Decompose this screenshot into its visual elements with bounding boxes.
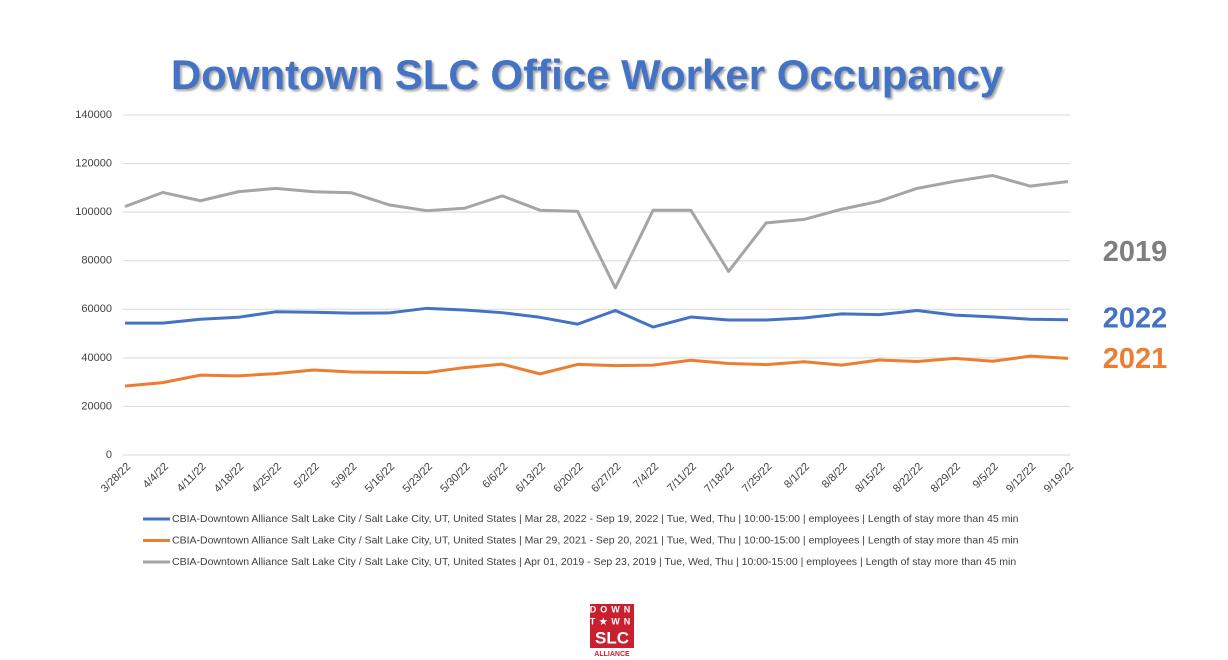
- x-tick-label: 5/9/22: [329, 461, 359, 491]
- y-tick-label: 0: [106, 449, 112, 461]
- x-tick-label: 9/12/22: [1004, 461, 1038, 495]
- logo-name: SLC: [595, 628, 629, 647]
- logo-row: DOWN: [590, 604, 635, 614]
- logo-tagline: ALLIANCE: [594, 651, 630, 658]
- x-tick-label: 5/16/22: [363, 461, 397, 495]
- y-tick-label: 60000: [81, 303, 112, 315]
- x-tick-label: 6/27/22: [589, 461, 623, 495]
- logo-row: T★WN: [590, 616, 635, 626]
- logo-box: [590, 604, 634, 648]
- y-tick-label: 140000: [75, 109, 112, 121]
- x-tick-label: 8/1/22: [782, 461, 812, 491]
- y-tick-label: 100000: [75, 206, 112, 218]
- logo: DOWN T★WN SLC ALLIANCE: [590, 604, 635, 658]
- x-tick-label: 6/6/22: [480, 461, 510, 491]
- x-tick-label: 8/22/22: [891, 461, 925, 495]
- x-tick-label: 9/5/22: [971, 461, 1001, 491]
- series-end-label: 2019: [1103, 236, 1168, 268]
- x-tick-label: 7/25/22: [740, 461, 774, 495]
- y-tick-label: 20000: [81, 400, 112, 412]
- x-tick-label: 8/8/22: [820, 461, 850, 491]
- x-tick-label: 7/11/22: [665, 461, 699, 495]
- series-end-label: 2021: [1103, 343, 1168, 375]
- x-tick-label: 6/13/22: [514, 461, 548, 495]
- x-tick-label: 8/15/22: [853, 461, 887, 495]
- legend-label: CBIA-Downtown Alliance Salt Lake City / …: [172, 534, 1019, 546]
- series-line: [124, 354, 1069, 388]
- x-tick-label: 4/11/22: [175, 461, 209, 495]
- series-line: [124, 173, 1069, 290]
- x-tick-label: 5/2/22: [292, 461, 322, 491]
- x-tick-label: 7/4/22: [631, 461, 661, 491]
- series-line: [125, 306, 1069, 329]
- x-tick-label: 5/23/22: [400, 461, 434, 495]
- x-tick-label: 5/30/22: [438, 461, 472, 495]
- x-tick-label: 4/4/22: [141, 461, 171, 491]
- y-tick-label: 40000: [81, 352, 112, 364]
- legend-label: CBIA-Downtown Alliance Salt Lake City / …: [172, 513, 1019, 525]
- x-tick-label: 6/20/22: [551, 461, 585, 495]
- x-tick-label: 8/29/22: [929, 461, 963, 495]
- x-tick-label: 3/28/22: [99, 461, 133, 495]
- x-tick-label: 4/25/22: [250, 461, 284, 495]
- x-tick-label: 9/19/22: [1042, 461, 1076, 495]
- chart-title: Downtown SLC Office Worker Occupancy: [171, 51, 1004, 98]
- y-tick-label: 120000: [75, 157, 112, 169]
- legend-label: CBIA-Downtown Alliance Salt Lake City / …: [172, 556, 1016, 568]
- x-tick-label: 4/18/22: [212, 461, 246, 495]
- series-end-label: 2022: [1103, 302, 1168, 334]
- y-tick-label: 80000: [81, 255, 112, 267]
- x-tick-label: 7/18/22: [702, 461, 736, 495]
